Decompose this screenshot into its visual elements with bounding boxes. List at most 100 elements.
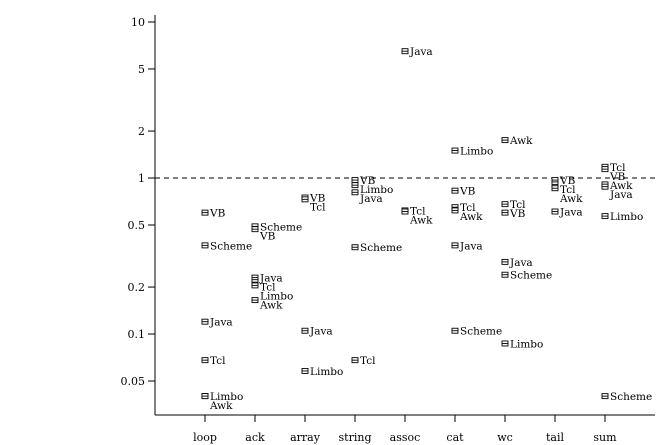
point-label: VB bbox=[459, 186, 476, 198]
data-point: VB bbox=[251, 226, 276, 242]
data-point: Limbo bbox=[601, 211, 643, 223]
point-label: Limbo bbox=[260, 291, 293, 303]
point-label: VB bbox=[359, 175, 376, 187]
data-point: Java bbox=[401, 46, 433, 58]
point-label: Java bbox=[209, 317, 233, 329]
point-label: Limbo bbox=[460, 146, 493, 158]
x-ticks: loop ack array string assoc cat wc tail sum bbox=[193, 415, 617, 444]
point-label: Limbo bbox=[510, 338, 543, 350]
point-label: Awk bbox=[209, 400, 233, 412]
x-tick-label: assoc bbox=[390, 431, 421, 444]
point-label: Java bbox=[609, 189, 633, 201]
point-label: Tcl bbox=[360, 355, 376, 367]
data-point: Java bbox=[451, 240, 483, 252]
data-point: VB bbox=[351, 175, 376, 187]
data-point: Limbo bbox=[351, 182, 393, 196]
data-point: Tcl bbox=[301, 196, 326, 214]
data-point: Scheme bbox=[201, 240, 252, 252]
data-point: Java bbox=[501, 257, 533, 269]
data-point: Java bbox=[201, 317, 233, 329]
point-label: Limbo bbox=[610, 211, 643, 223]
point-label: Tcl bbox=[510, 199, 526, 211]
data-point: Scheme bbox=[601, 391, 652, 403]
data-point: Limbo bbox=[501, 338, 543, 350]
point-label: VB bbox=[209, 208, 226, 220]
x-tick-label: ack bbox=[245, 431, 265, 444]
x-tick-label: cat bbox=[446, 431, 464, 444]
point-label: Scheme bbox=[210, 240, 252, 252]
point-label: Scheme bbox=[510, 270, 552, 282]
y-tick-label: 5 bbox=[138, 63, 145, 76]
point-label: Awk bbox=[259, 300, 283, 312]
point-label: Tcl bbox=[610, 162, 626, 174]
data-point: Limbo bbox=[451, 146, 493, 158]
point-label: Tcl bbox=[410, 205, 426, 217]
point-label: Java bbox=[409, 46, 433, 58]
point-label: Scheme bbox=[260, 221, 302, 233]
point-label: Scheme bbox=[460, 326, 502, 338]
x-tick-label: string bbox=[339, 431, 372, 444]
data-point: Awk bbox=[401, 208, 433, 226]
x-tick-label: array bbox=[290, 431, 321, 444]
point-label: Java bbox=[309, 326, 333, 338]
point-label: Java bbox=[259, 273, 283, 285]
point-label: Scheme bbox=[360, 242, 402, 254]
data-point: Tcl bbox=[551, 181, 576, 196]
point-label: Java bbox=[459, 240, 483, 252]
data-point: Tcl bbox=[451, 202, 476, 214]
point-label: Tcl bbox=[210, 355, 226, 367]
point-label: VB bbox=[259, 230, 276, 242]
data-point: VB bbox=[601, 166, 626, 183]
y-tick-label: 10 bbox=[131, 16, 145, 29]
point-label: Java bbox=[559, 207, 583, 219]
data-point: Java bbox=[551, 207, 583, 219]
point-label: Limbo bbox=[210, 391, 243, 403]
x-tick-label: tail bbox=[546, 431, 564, 444]
data-point: VB bbox=[551, 175, 576, 187]
point-label: Awk bbox=[459, 211, 483, 223]
x-tick-label: wc bbox=[497, 431, 513, 444]
point-label: Tcl bbox=[310, 202, 326, 214]
data-point: VB bbox=[451, 186, 476, 198]
y-tick-label: 0.5 bbox=[128, 219, 146, 232]
data-point: VB bbox=[201, 208, 226, 220]
data-point: Tcl bbox=[351, 355, 376, 367]
point-label: Awk bbox=[509, 135, 533, 147]
data-point: Java bbox=[301, 326, 333, 338]
point-label: Limbo bbox=[360, 184, 393, 196]
point-label: Awk bbox=[559, 193, 583, 205]
data-point: Limbo bbox=[301, 366, 343, 378]
data-point: VB bbox=[501, 208, 526, 220]
data-point: Tcl bbox=[201, 355, 226, 367]
data-point: Scheme bbox=[451, 326, 502, 338]
y-tick-label: 2 bbox=[138, 125, 145, 138]
point-label: Tcl bbox=[560, 184, 576, 196]
point-label: VB bbox=[609, 171, 626, 183]
point-label: Java bbox=[359, 193, 383, 205]
data-point: Awk bbox=[501, 135, 533, 147]
data-point: Awk bbox=[551, 185, 583, 205]
data-point: Awk bbox=[201, 393, 233, 412]
point-label: Tcl bbox=[260, 282, 276, 294]
point-label: Awk bbox=[409, 214, 433, 226]
data-point: Limbo bbox=[251, 282, 293, 303]
y-tick-label: 0.05 bbox=[121, 375, 146, 388]
x-tick-label: sum bbox=[593, 431, 617, 444]
data-points: VBSchemeJavaTclLimboAwkSchemeVBJavaTclLi… bbox=[201, 46, 652, 412]
point-label: Tcl bbox=[460, 202, 476, 214]
data-point: Scheme bbox=[501, 270, 552, 282]
data-point: Scheme bbox=[351, 242, 402, 254]
data-point: Java bbox=[601, 183, 633, 201]
point-label: Awk bbox=[609, 180, 633, 192]
data-point: Awk bbox=[251, 297, 283, 312]
y-ticks: 10 5 2 1 0.5 0.2 0.1 0.05 bbox=[121, 16, 155, 388]
point-label: VB bbox=[509, 208, 526, 220]
point-label: Scheme bbox=[610, 391, 652, 403]
data-point: Awk bbox=[451, 207, 483, 223]
y-tick-label: 0.1 bbox=[128, 328, 146, 341]
x-tick-label: loop bbox=[193, 431, 217, 444]
point-label: VB bbox=[309, 193, 326, 205]
point-label: Java bbox=[509, 257, 533, 269]
y-tick-label: 0.2 bbox=[128, 281, 146, 294]
